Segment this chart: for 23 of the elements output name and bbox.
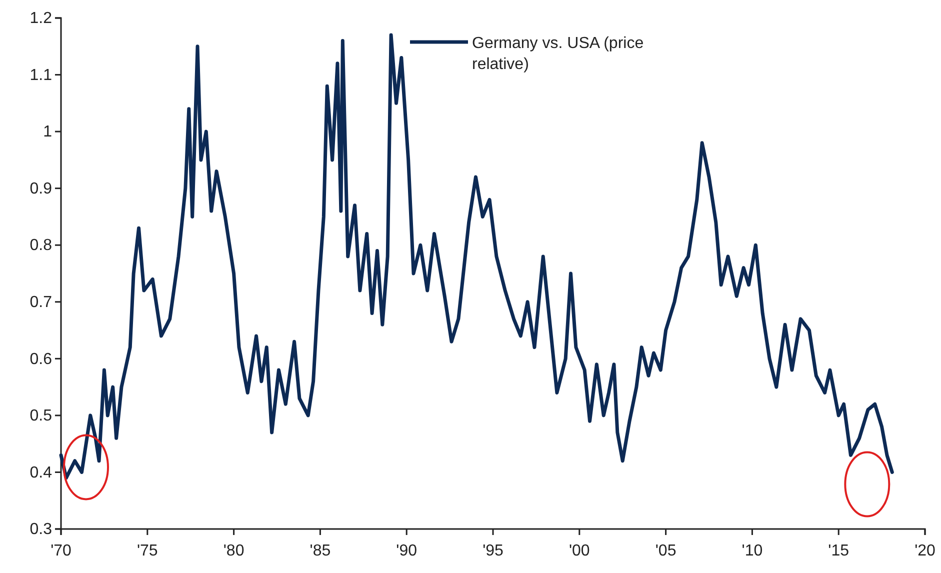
y-tick-label: 1	[43, 124, 52, 141]
y-tick-label: 0.8	[30, 237, 52, 254]
x-tick-label: '75	[136, 542, 158, 560]
y-tick-label: 0.3	[30, 521, 52, 538]
x-tick-label: '80	[223, 542, 244, 560]
y-tick-label: 1.2	[30, 10, 52, 28]
x-tick-label: '70	[50, 542, 72, 560]
y-tick-label: 0.5	[30, 408, 52, 425]
x-tick-label: '95	[482, 542, 504, 560]
x-tick-label: '05	[655, 542, 676, 560]
x-tick-label: '00	[568, 542, 590, 560]
y-tick-label: 0.4	[30, 464, 52, 482]
y-tick-label: 0.6	[30, 350, 52, 368]
x-tick-label: '15	[828, 542, 850, 560]
legend-label: Germany vs. USA (price relative)	[472, 35, 644, 73]
x-tick-label: '90	[396, 542, 418, 560]
line-series	[59, 33, 894, 480]
x-tick-label: '85	[310, 542, 331, 560]
y-tick-label: 1.1	[30, 66, 52, 84]
y-tick-label: 0.9	[30, 180, 52, 198]
y-tick-label: 0.7	[30, 294, 52, 312]
x-tick-label: '20	[914, 542, 936, 560]
x-tick-label: '10	[742, 542, 763, 560]
